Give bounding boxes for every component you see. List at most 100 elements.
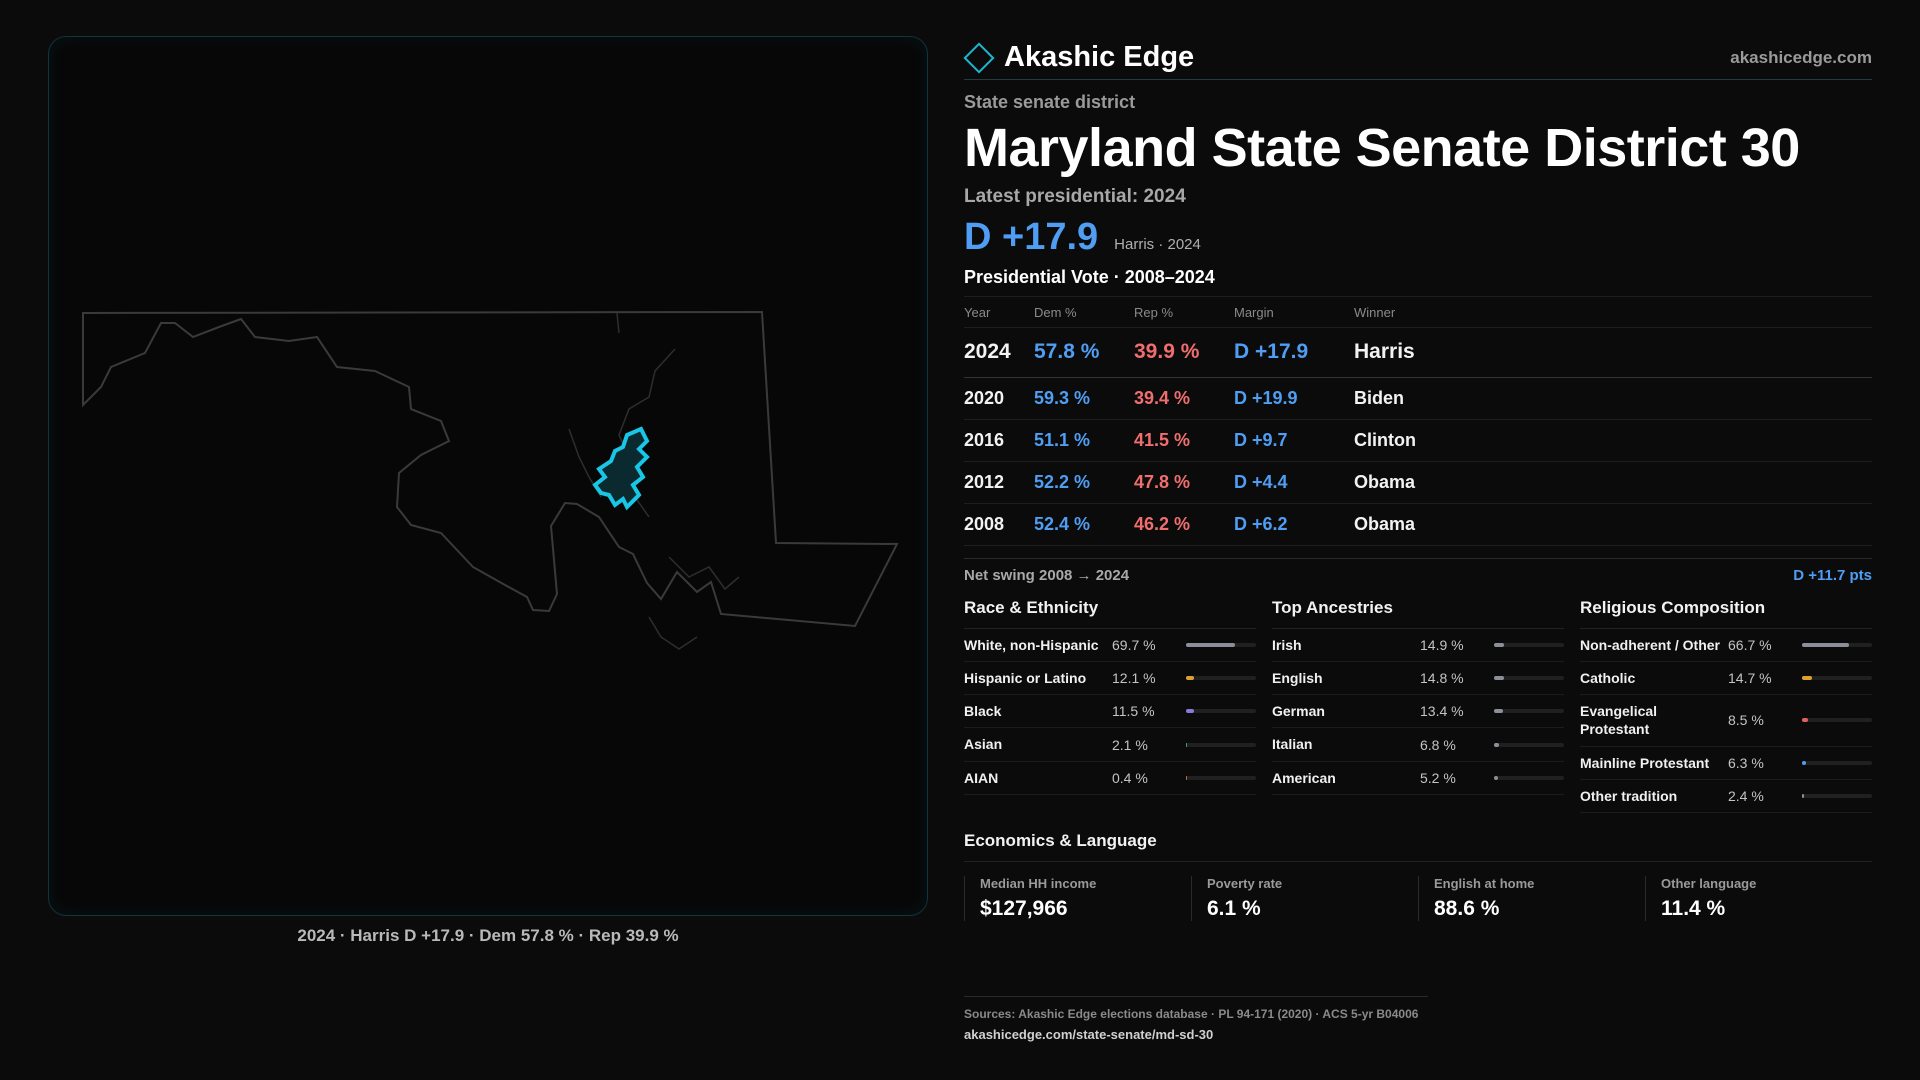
list-item: Catholic 14.7 % xyxy=(1580,662,1872,696)
table-row: 2016 51.1 % 41.5 % D +9.7 Clinton xyxy=(964,419,1872,462)
swing-label: Net swing 2008 → 2024 xyxy=(964,566,1130,584)
rep-cell: 39.9 % xyxy=(1134,327,1234,378)
list-item: Italian 6.8 % xyxy=(1272,728,1564,762)
item-label: Non-adherent / Other xyxy=(1580,636,1721,653)
winner-cell: Biden xyxy=(1354,377,1872,420)
share-bar-fill xyxy=(1802,793,1804,798)
item-label: White, non-Hispanic xyxy=(964,636,1099,653)
column-header-rep: Rep % xyxy=(1134,297,1234,328)
share-bar-fill xyxy=(1186,642,1235,647)
sources-line: Sources: Akashic Edge elections database… xyxy=(964,1007,1419,1021)
item-label: Asian xyxy=(964,736,1003,753)
table-row: 2024 57.8 % 39.9 % D +17.9 Harris xyxy=(964,327,1872,378)
list-item: Evangelical Protestant 8.5 % xyxy=(1580,695,1872,747)
list-item: Hispanic or Latino 12.1 % xyxy=(964,662,1256,696)
margin-cell: D +6.2 xyxy=(1234,503,1354,546)
item-value: 11.5 % xyxy=(1112,703,1155,720)
stat-label: English at home xyxy=(1434,876,1535,892)
winner-cell: Harris xyxy=(1354,327,1872,378)
section-title: Religious Composition xyxy=(1580,598,1872,629)
source-url-link[interactable]: akashicedge.com/state-senate/md-sd-30 xyxy=(964,1027,1214,1042)
stat-value: 88.6 % xyxy=(1434,897,1500,921)
presidential-vote-table: Year Dem % Rep % Margin Winner 2024 57.8… xyxy=(964,297,1872,546)
column-header-margin: Margin xyxy=(1234,297,1354,328)
share-bar xyxy=(1186,676,1256,681)
map-caption: 2024 · Harris D +17.9 · Dem 57.8 % · Rep… xyxy=(297,926,679,945)
share-bar-fill xyxy=(1186,676,1195,681)
table-header-row: Year Dem % Rep % Margin Winner xyxy=(964,297,1872,328)
margin-cell: D +4.4 xyxy=(1234,461,1354,504)
share-bar-fill xyxy=(1186,775,1188,780)
rep-cell: 41.5 % xyxy=(1134,419,1234,462)
year-cell: 2008 xyxy=(964,503,1034,546)
share-bar-fill xyxy=(1186,742,1188,747)
list-item: Non-adherent / Other 66.7 % xyxy=(1580,629,1872,663)
share-bar xyxy=(1494,775,1564,780)
year-cell: 2024 xyxy=(964,327,1034,378)
share-bar-fill xyxy=(1494,676,1505,681)
item-label: Mainline Protestant xyxy=(1580,754,1710,771)
table-row: 2008 52.4 % 46.2 % D +6.2 Obama xyxy=(964,503,1872,546)
map-panel[interactable] xyxy=(48,36,928,916)
detail-panel: Akashic Edge akashicedge.com State senat… xyxy=(963,36,1872,922)
rep-cell: 46.2 % xyxy=(1134,503,1234,546)
year-cell: 2012 xyxy=(964,461,1034,504)
margin-subtitle: Harris · 2024 xyxy=(1114,236,1201,254)
list-item: Asian 2.1 % xyxy=(964,728,1256,762)
stat-value: 6.1 % xyxy=(1207,897,1261,921)
item-value: 14.9 % xyxy=(1420,636,1464,653)
margin-cell: D +9.7 xyxy=(1234,419,1354,462)
item-value: 2.1 % xyxy=(1112,736,1148,753)
dem-cell: 52.2 % xyxy=(1034,461,1134,504)
stat-label: Poverty rate xyxy=(1207,876,1283,892)
item-label: German xyxy=(1272,703,1325,720)
rep-cell: 47.8 % xyxy=(1134,461,1234,504)
top-ancestries-section: Top Ancestries Irish 14.9 % English 14.8 % G… xyxy=(1272,598,1564,813)
table-row: 2012 52.2 % 47.8 % D +4.4 Obama xyxy=(964,461,1872,504)
list-item: White, non-Hispanic 69.7 % xyxy=(964,629,1256,663)
demographics-columns: Race & Ethnicity White, non-Hispanic 69.7… xyxy=(964,598,1872,814)
share-bar xyxy=(1186,775,1256,780)
item-label: Other tradition xyxy=(1580,787,1678,804)
district-30-shape[interactable] xyxy=(592,426,650,511)
share-bar-fill xyxy=(1494,642,1505,647)
item-value: 12.1 % xyxy=(1112,670,1156,687)
stat-median-income: Median HH income $127,966 xyxy=(964,876,1191,922)
dem-cell: 52.4 % xyxy=(1034,503,1134,546)
share-bar xyxy=(1494,676,1564,681)
item-value: 14.7 % xyxy=(1728,670,1772,687)
item-value: 6.8 % xyxy=(1420,736,1456,753)
item-value: 13.4 % xyxy=(1420,703,1464,720)
item-value: 0.4 % xyxy=(1112,769,1148,786)
item-value: 8.5 % xyxy=(1728,712,1764,729)
economics-stats: Median HH income $127,966 Poverty rate 6… xyxy=(964,876,1872,922)
share-bar-fill xyxy=(1802,760,1807,765)
share-bar xyxy=(1494,709,1564,714)
diamond-logo-icon xyxy=(963,41,995,74)
year-cell: 2020 xyxy=(964,377,1034,420)
share-bar-fill xyxy=(1494,742,1499,747)
share-bar xyxy=(1802,793,1872,798)
item-label: AIAN xyxy=(964,769,999,786)
share-bar xyxy=(1802,642,1872,647)
brand-url-link[interactable]: akashicedge.com xyxy=(1730,47,1872,67)
district-map[interactable] xyxy=(49,37,929,917)
sources-footer: Sources: Akashic Edge elections database… xyxy=(964,996,1428,1042)
item-value: 14.8 % xyxy=(1420,670,1464,687)
item-value: 66.7 % xyxy=(1728,636,1772,653)
dem-cell: 59.3 % xyxy=(1034,377,1134,420)
section-title: Race & Ethnicity xyxy=(964,598,1256,629)
item-label: Catholic xyxy=(1580,670,1636,687)
swing-value: D +11.7 pts xyxy=(1793,566,1872,584)
list-item: AIAN 0.4 % xyxy=(964,762,1256,795)
rep-cell: 39.4 % xyxy=(1134,377,1234,420)
stat-other-language: Other language 11.4 % xyxy=(1645,876,1872,922)
list-item: Other tradition 2.4 % xyxy=(1580,780,1872,814)
presidential-vote-title: Presidential Vote · 2008–2024 xyxy=(964,267,1872,298)
brand[interactable]: Akashic Edge xyxy=(963,41,1194,74)
brand-header: Akashic Edge akashicedge.com xyxy=(963,36,1872,80)
margin-value: D +17.9 xyxy=(964,216,1099,259)
page-title: Maryland State Senate District 30 xyxy=(964,118,1800,178)
winner-cell: Clinton xyxy=(1354,419,1872,462)
stat-label: Other language xyxy=(1661,876,1757,892)
